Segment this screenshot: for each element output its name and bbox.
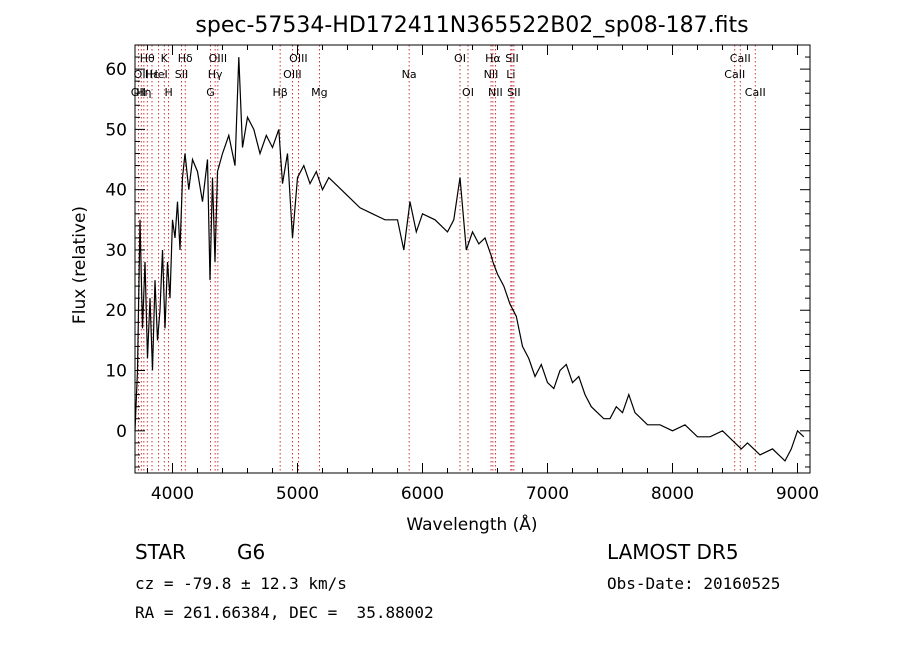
flux-series-line: [134, 57, 805, 462]
x-tick-label-4: 8000: [651, 484, 694, 504]
line-label-13: Hβ: [272, 86, 287, 99]
line-label-3: Hθ: [140, 52, 155, 65]
x-tick-label-1: 5000: [276, 484, 319, 504]
line-label-1: OII: [134, 68, 149, 81]
chart-title: spec-57534-HD172411N365522B02_sp08-187.f…: [195, 13, 748, 38]
line-label-23: Li: [506, 68, 515, 81]
x-tick-label-5: 9000: [776, 484, 819, 504]
sky-coordinates: RA = 261.66384, DEC = 35.88002: [135, 603, 434, 622]
line-label-9: Hδ: [178, 52, 193, 65]
y-tick-label-1: 10: [105, 362, 127, 382]
plot-frame: [134, 44, 811, 474]
spectral-line-labels: OIIOIIHηHθHεHeIKHSIIHδGHγOIIIHβOIIIOIIIM…: [131, 52, 766, 99]
line-label-27: CaII: [730, 52, 751, 65]
line-label-26: CaII: [724, 68, 745, 81]
line-label-4: Hε: [145, 68, 159, 81]
object-subclass: G6: [237, 540, 266, 564]
y-tick-label-2: 20: [105, 301, 127, 321]
line-label-20: NII: [484, 68, 499, 81]
spectral-line-markers: [137, 45, 756, 473]
line-label-12: OIII: [209, 52, 227, 65]
line-label-17: Na: [402, 68, 417, 81]
redshift-velocity: cz = -79.8 ± 12.3 km/s: [135, 574, 347, 593]
line-label-14: OIII: [283, 68, 301, 81]
line-label-6: K: [161, 52, 169, 65]
line-label-24: SII: [505, 52, 518, 65]
observation-date: Obs-Date: 20160525: [607, 574, 781, 593]
line-label-28: CaII: [745, 86, 766, 99]
line-label-21: Hα: [485, 52, 501, 65]
line-label-16: Mg: [311, 86, 327, 99]
x-tick-label-2: 6000: [401, 484, 444, 504]
line-label-22: NII: [488, 86, 503, 99]
x-tick-label-0: 4000: [151, 484, 194, 504]
line-label-18: OI: [454, 52, 466, 65]
line-label-7: H: [164, 86, 172, 99]
y-axis: 0 10 20 30 40 50 60: [105, 44, 810, 468]
line-label-19: OI: [462, 86, 474, 99]
line-label-15: OIII: [289, 52, 307, 65]
y-tick-label-5: 50: [105, 120, 127, 140]
line-label-8: SII: [175, 68, 188, 81]
line-label-5: HeI: [149, 68, 167, 81]
y-tick-label-0: 0: [116, 422, 127, 442]
y-tick-label-4: 40: [105, 181, 127, 201]
y-tick-label-3: 30: [105, 241, 127, 261]
x-axis: 4000 5000 6000 7000 8000 9000: [147, 45, 819, 504]
line-label-2: Hη: [136, 86, 151, 99]
object-class: STAR: [135, 540, 186, 564]
line-label-25: SII: [507, 86, 520, 99]
line-label-10: G: [206, 86, 215, 99]
x-tick-label-3: 7000: [526, 484, 569, 504]
y-axis-label: Flux (relative): [70, 206, 90, 324]
x-axis-label: Wavelength (Å): [406, 513, 537, 535]
y-tick-label-6: 60: [105, 60, 127, 80]
line-label-11: Hγ: [208, 68, 223, 81]
survey-name: LAMOST DR5: [607, 540, 739, 564]
